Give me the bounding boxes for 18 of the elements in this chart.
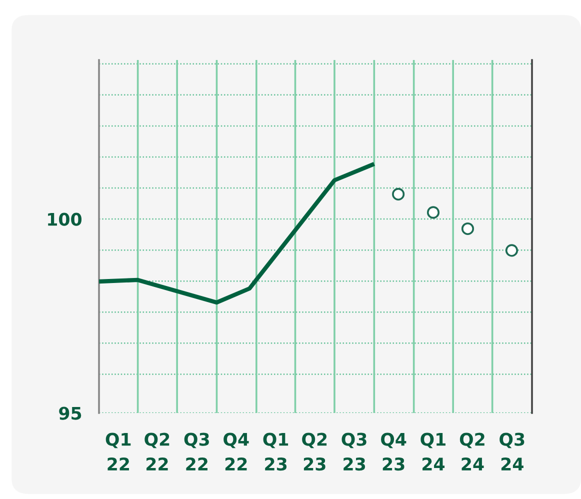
point	[505, 244, 518, 257]
y-tick-label: 100	[48, 212, 82, 226]
point	[461, 222, 474, 236]
x-tick-label: Q4 22	[224, 432, 249, 470]
x-tick-label: Q2 23	[302, 432, 327, 471]
x-tick-label: Q1 24	[420, 432, 446, 470]
x-tick-label: Q2 22	[144, 432, 170, 470]
x-tick-label: Q3 23	[342, 432, 366, 471]
x-tick-label: Q1 22	[106, 432, 131, 470]
x-tick-label: Q2 24	[460, 432, 484, 470]
x-tick-label: Q4 23	[381, 432, 406, 471]
point	[426, 206, 440, 219]
line-series	[99, 162, 376, 305]
x-tick-label: Q3 22	[184, 432, 209, 470]
x-tick-label: Q1 23	[263, 432, 288, 471]
point	[392, 188, 405, 200]
x-tick-label: Q3 24	[500, 432, 524, 470]
y-tick-label: 95	[59, 406, 82, 420]
